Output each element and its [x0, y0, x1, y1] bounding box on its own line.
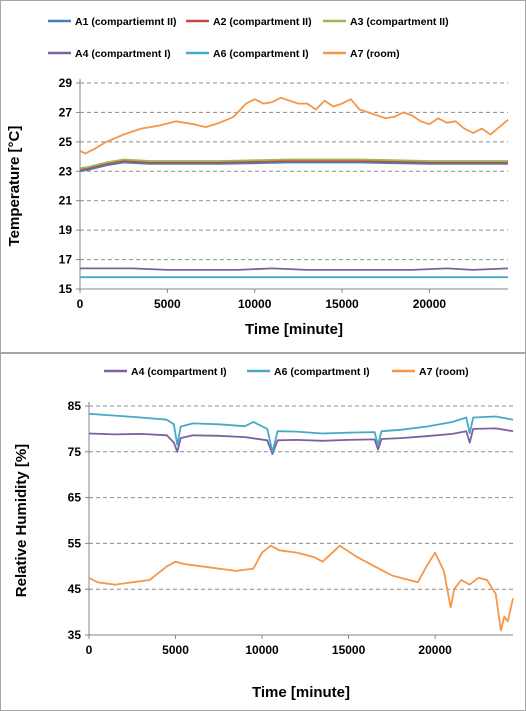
- legend-label: A7 (room): [419, 366, 469, 378]
- series-line-1: [88, 412, 514, 453]
- y-tick-label: 15: [59, 282, 73, 296]
- series-line-0: [88, 427, 514, 455]
- series-line-2: [88, 544, 514, 632]
- legend-label: A2 (compartment II): [213, 16, 312, 28]
- x-tick-label: 15000: [332, 643, 366, 657]
- y-tick-label: 55: [68, 536, 82, 550]
- y-tick-label: 85: [68, 399, 82, 413]
- humidity-chart: 35 45 55 65 75 85 0 5000 10000 15000 20000 A4 (comp…: [13, 366, 514, 701]
- x-tick-label: 5000: [162, 643, 189, 657]
- legend-label: A3 (compartment II): [350, 16, 449, 28]
- y-tick-label: 29: [59, 76, 73, 90]
- y-tick-label: 35: [68, 628, 82, 642]
- legend-label: A1 (compartiemnt II): [75, 16, 177, 28]
- y-tick-label: 17: [59, 253, 73, 267]
- x-axis-label: Time [minute]: [252, 684, 350, 701]
- legend-label: A6 (compartment I): [274, 366, 370, 378]
- legend-label: A4 (compartment I): [131, 366, 227, 378]
- x-tick-label: 0: [86, 643, 93, 657]
- x-tick-label: 15000: [325, 297, 359, 311]
- series-line-5: [79, 96, 509, 155]
- humidity-chart-panel: 35 45 55 65 75 85 0 5000 10000 15000 20000 A4 (comp…: [0, 353, 526, 711]
- series-line-1: [79, 160, 508, 171]
- legend-label: A7 (room): [350, 48, 400, 60]
- y-tick-label: 19: [59, 223, 73, 237]
- y-tick-label: 75: [68, 445, 82, 459]
- y-axis-label: Temperature [°C]: [6, 126, 23, 247]
- x-tick-label: 10000: [245, 643, 279, 657]
- x-tick-label: 5000: [154, 297, 181, 311]
- x-tick-label: 20000: [413, 297, 447, 311]
- y-tick-label: 27: [59, 105, 73, 119]
- legend-label: A6 (compartment I): [213, 48, 309, 60]
- series-line-0: [79, 161, 508, 173]
- x-tick-label: 20000: [418, 643, 452, 657]
- x-tick-label: 0: [77, 297, 84, 311]
- series-line-2: [79, 158, 508, 170]
- y-tick-label: 21: [59, 194, 73, 208]
- legend-label: A4 (compartment I): [75, 48, 171, 60]
- y-axis-label: Relative Humidity [%]: [13, 444, 30, 597]
- temperature-chart: 15 17 19 21 23 25 27 29 0 5000 10000 15000 20000 A1 (…: [6, 16, 509, 338]
- series-line-3: [80, 267, 509, 271]
- x-tick-label: 10000: [238, 297, 272, 311]
- y-tick-label: 23: [59, 164, 73, 178]
- y-tick-label: 45: [68, 582, 82, 596]
- temperature-chart-panel: 15 17 19 21 23 25 27 29 0 5000 10000 15000 20000 A1 (…: [0, 0, 526, 353]
- x-axis-label: Time [minute]: [245, 321, 343, 338]
- y-tick-label: 25: [59, 135, 73, 149]
- y-tick-label: 65: [68, 491, 82, 505]
